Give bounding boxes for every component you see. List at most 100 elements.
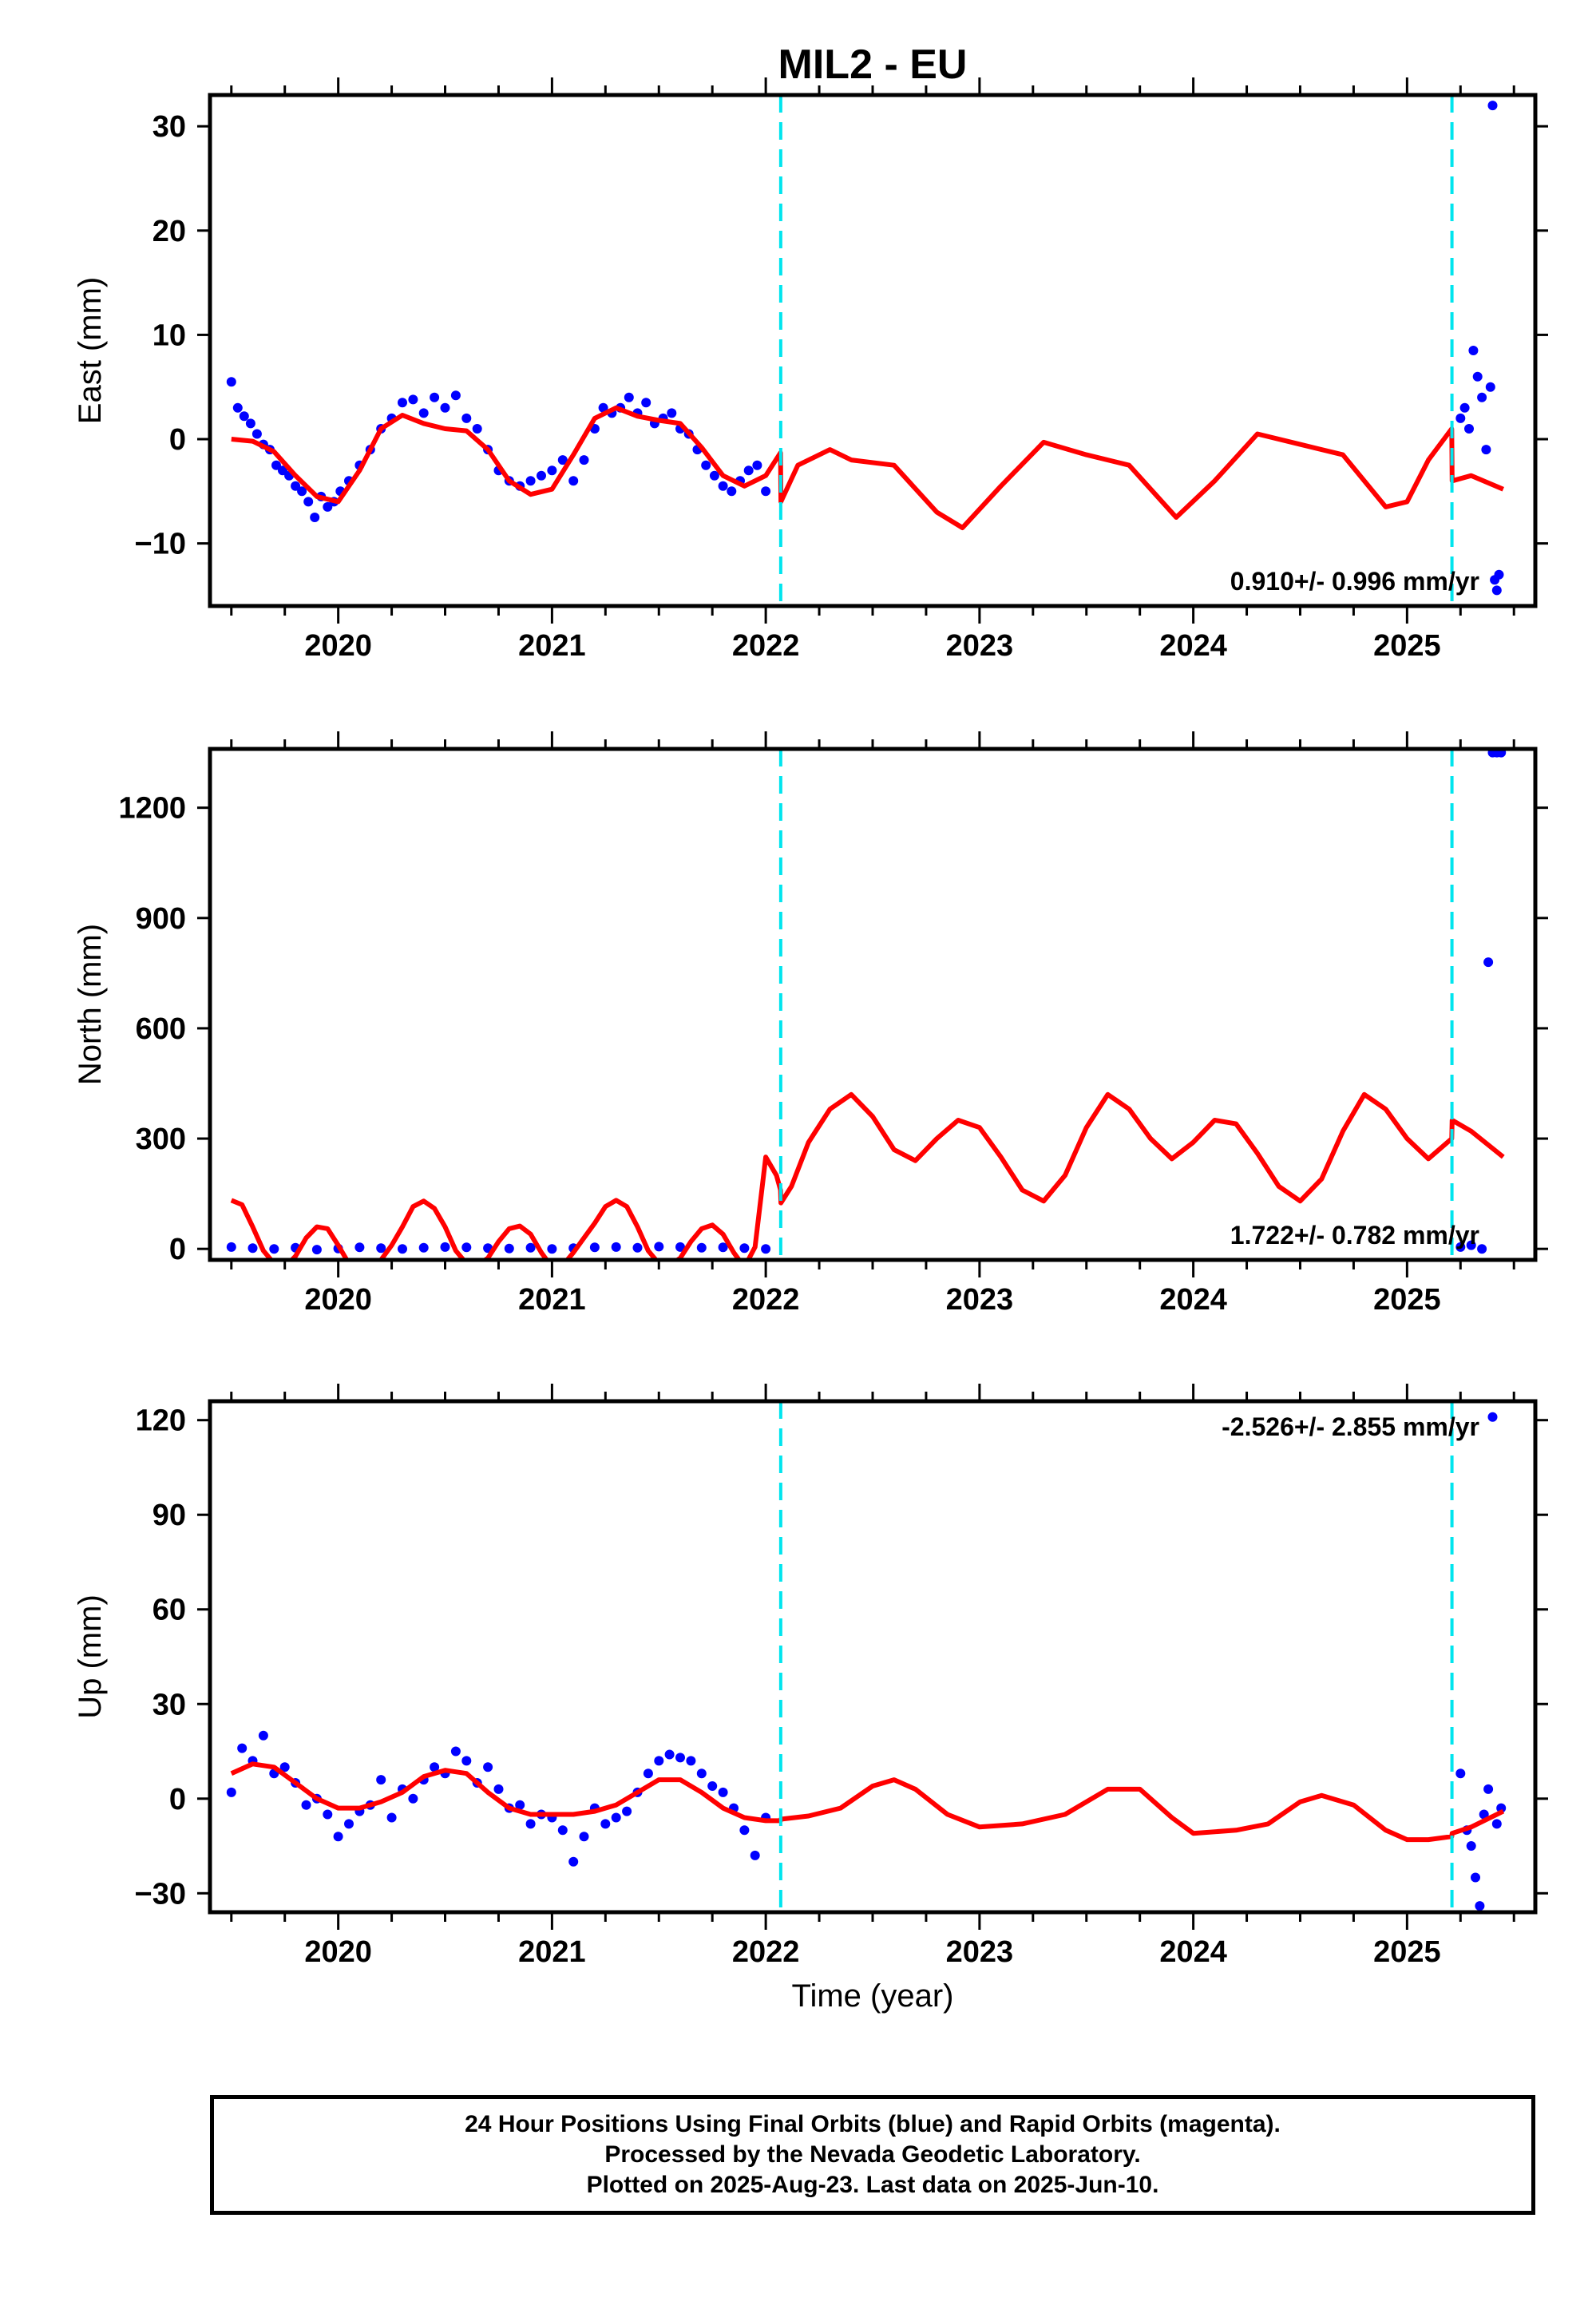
plot-area-east (226, 95, 1504, 606)
y-tick-label: 0 (169, 1783, 186, 1816)
data-point (557, 455, 568, 465)
data-point (1494, 569, 1504, 580)
data-point (1475, 1901, 1485, 1911)
data-point (667, 408, 677, 418)
data-point (376, 1243, 386, 1254)
data-points-up (226, 1412, 1507, 1911)
data-point (269, 1244, 279, 1254)
data-point (525, 1242, 536, 1253)
y-tick-label: 30 (152, 110, 186, 144)
data-point (761, 486, 771, 497)
data-point (310, 513, 320, 522)
data-point (1496, 1803, 1507, 1813)
data-point (440, 402, 450, 413)
data-point (1487, 101, 1498, 111)
y-tick-label: 0 (169, 423, 186, 457)
x-tick-label: 2022 (732, 629, 800, 663)
x-tick-label: 2020 (304, 629, 372, 663)
data-point (1455, 1768, 1466, 1779)
x-tick-label: 2023 (946, 1283, 1014, 1317)
plot-area-up (226, 1401, 1507, 1912)
data-point (557, 1825, 568, 1836)
data-point (761, 1244, 771, 1254)
data-point (739, 1825, 750, 1836)
data-point (303, 497, 314, 507)
data-point (664, 1749, 675, 1760)
panels: 2020 2021 2022 2023 2024 2025 −10 0 10 20 30 East (… (73, 77, 1548, 1969)
data-point (1491, 585, 1502, 596)
rate-annotation-north: 1.722+/- 0.782 mm/yr (1230, 1221, 1479, 1250)
model-curve-north (230, 1091, 1505, 1260)
data-point (537, 470, 546, 481)
x-tick-label: 2025 (1373, 1283, 1441, 1317)
panel-north: 2020 2021 2022 2023 2024 2025 0 300 600 900 1200 No… (73, 731, 1548, 1317)
y-tick-label: 60 (152, 1594, 186, 1627)
data-point (1459, 402, 1470, 413)
data-point (226, 377, 236, 387)
data-point (568, 1856, 579, 1867)
data-point (1483, 957, 1494, 968)
data-point (718, 1787, 728, 1797)
y-tick-label: 30 (152, 1688, 186, 1721)
data-point (622, 1806, 632, 1816)
y-axis-label-up: Up (mm) (73, 1594, 108, 1719)
data-point (1472, 371, 1483, 382)
data-point (418, 1242, 429, 1253)
data-point (718, 1242, 728, 1253)
x-tick-label: 2022 (732, 1935, 800, 1969)
data-point (239, 411, 249, 422)
x-tick-label: 2023 (946, 1935, 1014, 1969)
data-point (1481, 445, 1491, 455)
data-point (493, 1784, 504, 1794)
x-tick-label: 2023 (946, 629, 1014, 663)
data-point (579, 455, 589, 465)
data-point (611, 1242, 621, 1252)
data-point (291, 481, 301, 491)
data-point (483, 1762, 493, 1772)
data-point (301, 1800, 311, 1810)
chart-title: MIL2 - EU (778, 42, 968, 88)
x-tick-label: 2025 (1373, 629, 1441, 663)
data-point (278, 465, 287, 476)
data-point (579, 1832, 589, 1842)
y-tick-label: 300 (136, 1123, 186, 1156)
data-point (1477, 1244, 1487, 1254)
data-point (398, 1244, 407, 1254)
panel-east: 2020 2021 2022 2023 2024 2025 −10 0 10 20 30 East (… (73, 77, 1548, 663)
x-tick-label: 2020 (304, 1935, 372, 1969)
data-point (696, 1768, 707, 1779)
data-point (727, 486, 737, 497)
data-point (1455, 413, 1466, 423)
data-points-east (226, 101, 1504, 596)
data-point (709, 470, 719, 481)
data-point (1466, 1240, 1476, 1250)
data-point (701, 460, 711, 470)
y-tick-label: 0 (169, 1233, 186, 1266)
data-point (750, 1850, 760, 1860)
data-point (515, 1800, 525, 1810)
data-point (525, 476, 536, 486)
data-point (547, 1244, 557, 1254)
data-point (1455, 1242, 1466, 1252)
data-point (1491, 1819, 1502, 1829)
data-point (1483, 1784, 1494, 1794)
x-axis-label: Time (year) (792, 1978, 954, 2014)
data-point (589, 1242, 600, 1253)
x-tick-label: 2025 (1373, 1935, 1441, 1969)
footer-line-2: Processed by the Nevada Geodetic Laborat… (604, 2141, 1141, 2168)
axes-frame-north (208, 747, 1538, 1262)
data-point (1477, 392, 1487, 402)
data-point (624, 392, 634, 402)
model-curve-east (231, 405, 1504, 530)
data-point (450, 390, 461, 401)
data-point (752, 460, 762, 470)
plot-area-north (226, 749, 1507, 1260)
x-tick-label: 2021 (518, 1935, 586, 1969)
data-point (472, 424, 482, 434)
data-point (323, 1809, 333, 1820)
y-tick-label: 600 (136, 1012, 186, 1046)
data-point (739, 1243, 750, 1254)
data-point (1466, 1841, 1476, 1851)
